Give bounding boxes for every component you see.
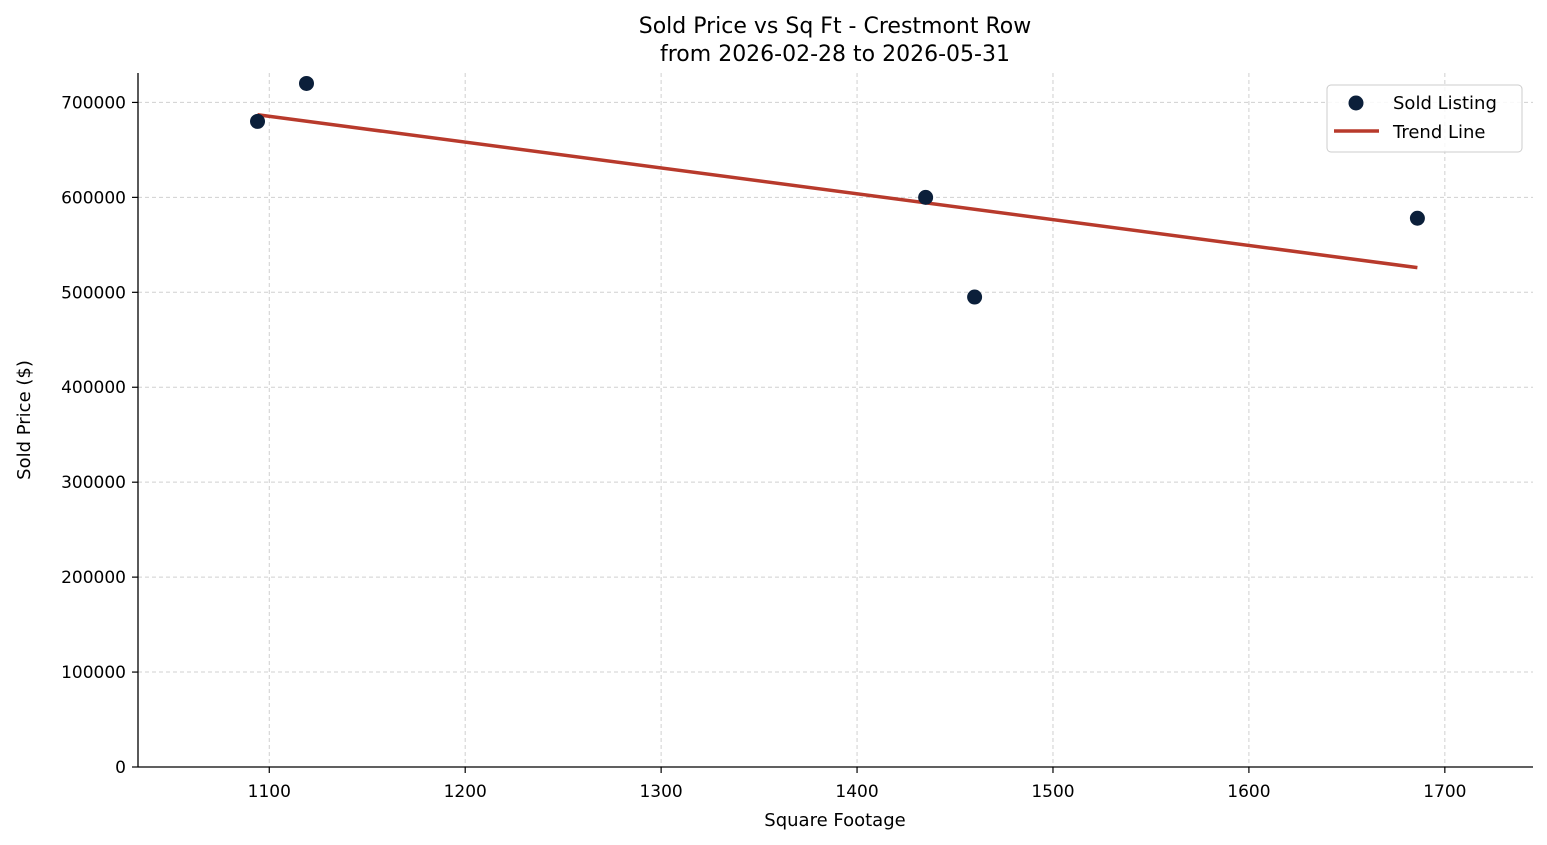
legend-label-trend-line: Trend Line (1392, 122, 1486, 143)
data-point (250, 113, 266, 129)
chart-title: Sold Price vs Sq Ft - Crestmont Row (639, 14, 1032, 39)
y-axis-label: Sold Price ($) (14, 360, 35, 480)
x-tick-label: 1100 (248, 782, 291, 802)
y-tick-label: 0 (115, 758, 126, 778)
x-tick-label: 1200 (444, 782, 487, 802)
x-tick-label: 1700 (1423, 782, 1466, 802)
y-tick-label: 400000 (61, 378, 126, 398)
data-points (250, 75, 1425, 305)
x-ticks: 1100 1200 1300 1400 1500 1600 1700 (248, 767, 1466, 802)
chart-subtitle: from 2026-02-28 to 2026-05-31 (660, 42, 1010, 67)
legend-marker-sold-listing (1348, 95, 1364, 111)
y-tick-label: 100000 (61, 663, 126, 683)
legend-label-sold-listing: Sold Listing (1393, 93, 1497, 114)
axes (137, 73, 1533, 768)
y-tick-label: 300000 (61, 473, 126, 493)
x-tick-label: 1300 (639, 782, 682, 802)
data-point (1409, 210, 1425, 226)
data-point (298, 75, 314, 91)
x-axis-label: Square Footage (764, 810, 905, 831)
x-tick-label: 1400 (835, 782, 878, 802)
x-tick-label: 1500 (1031, 782, 1074, 802)
trend-line-layer (257, 113, 1418, 270)
grid (138, 73, 1533, 768)
y-tick-label: 600000 (61, 188, 126, 208)
y-tick-label: 500000 (61, 283, 126, 303)
y-tick-label: 200000 (61, 568, 126, 588)
trend-line (257, 113, 1418, 270)
x-tick-label: 1600 (1227, 782, 1270, 802)
y-tick-label: 700000 (61, 93, 126, 113)
legend: Sold Listing Trend Line (1326, 84, 1523, 153)
data-point (918, 189, 934, 205)
data-point (967, 289, 983, 305)
legend-box (1326, 84, 1523, 153)
y-ticks: 0 100000 200000 300000 400000 500000 600000 700… (61, 93, 138, 778)
